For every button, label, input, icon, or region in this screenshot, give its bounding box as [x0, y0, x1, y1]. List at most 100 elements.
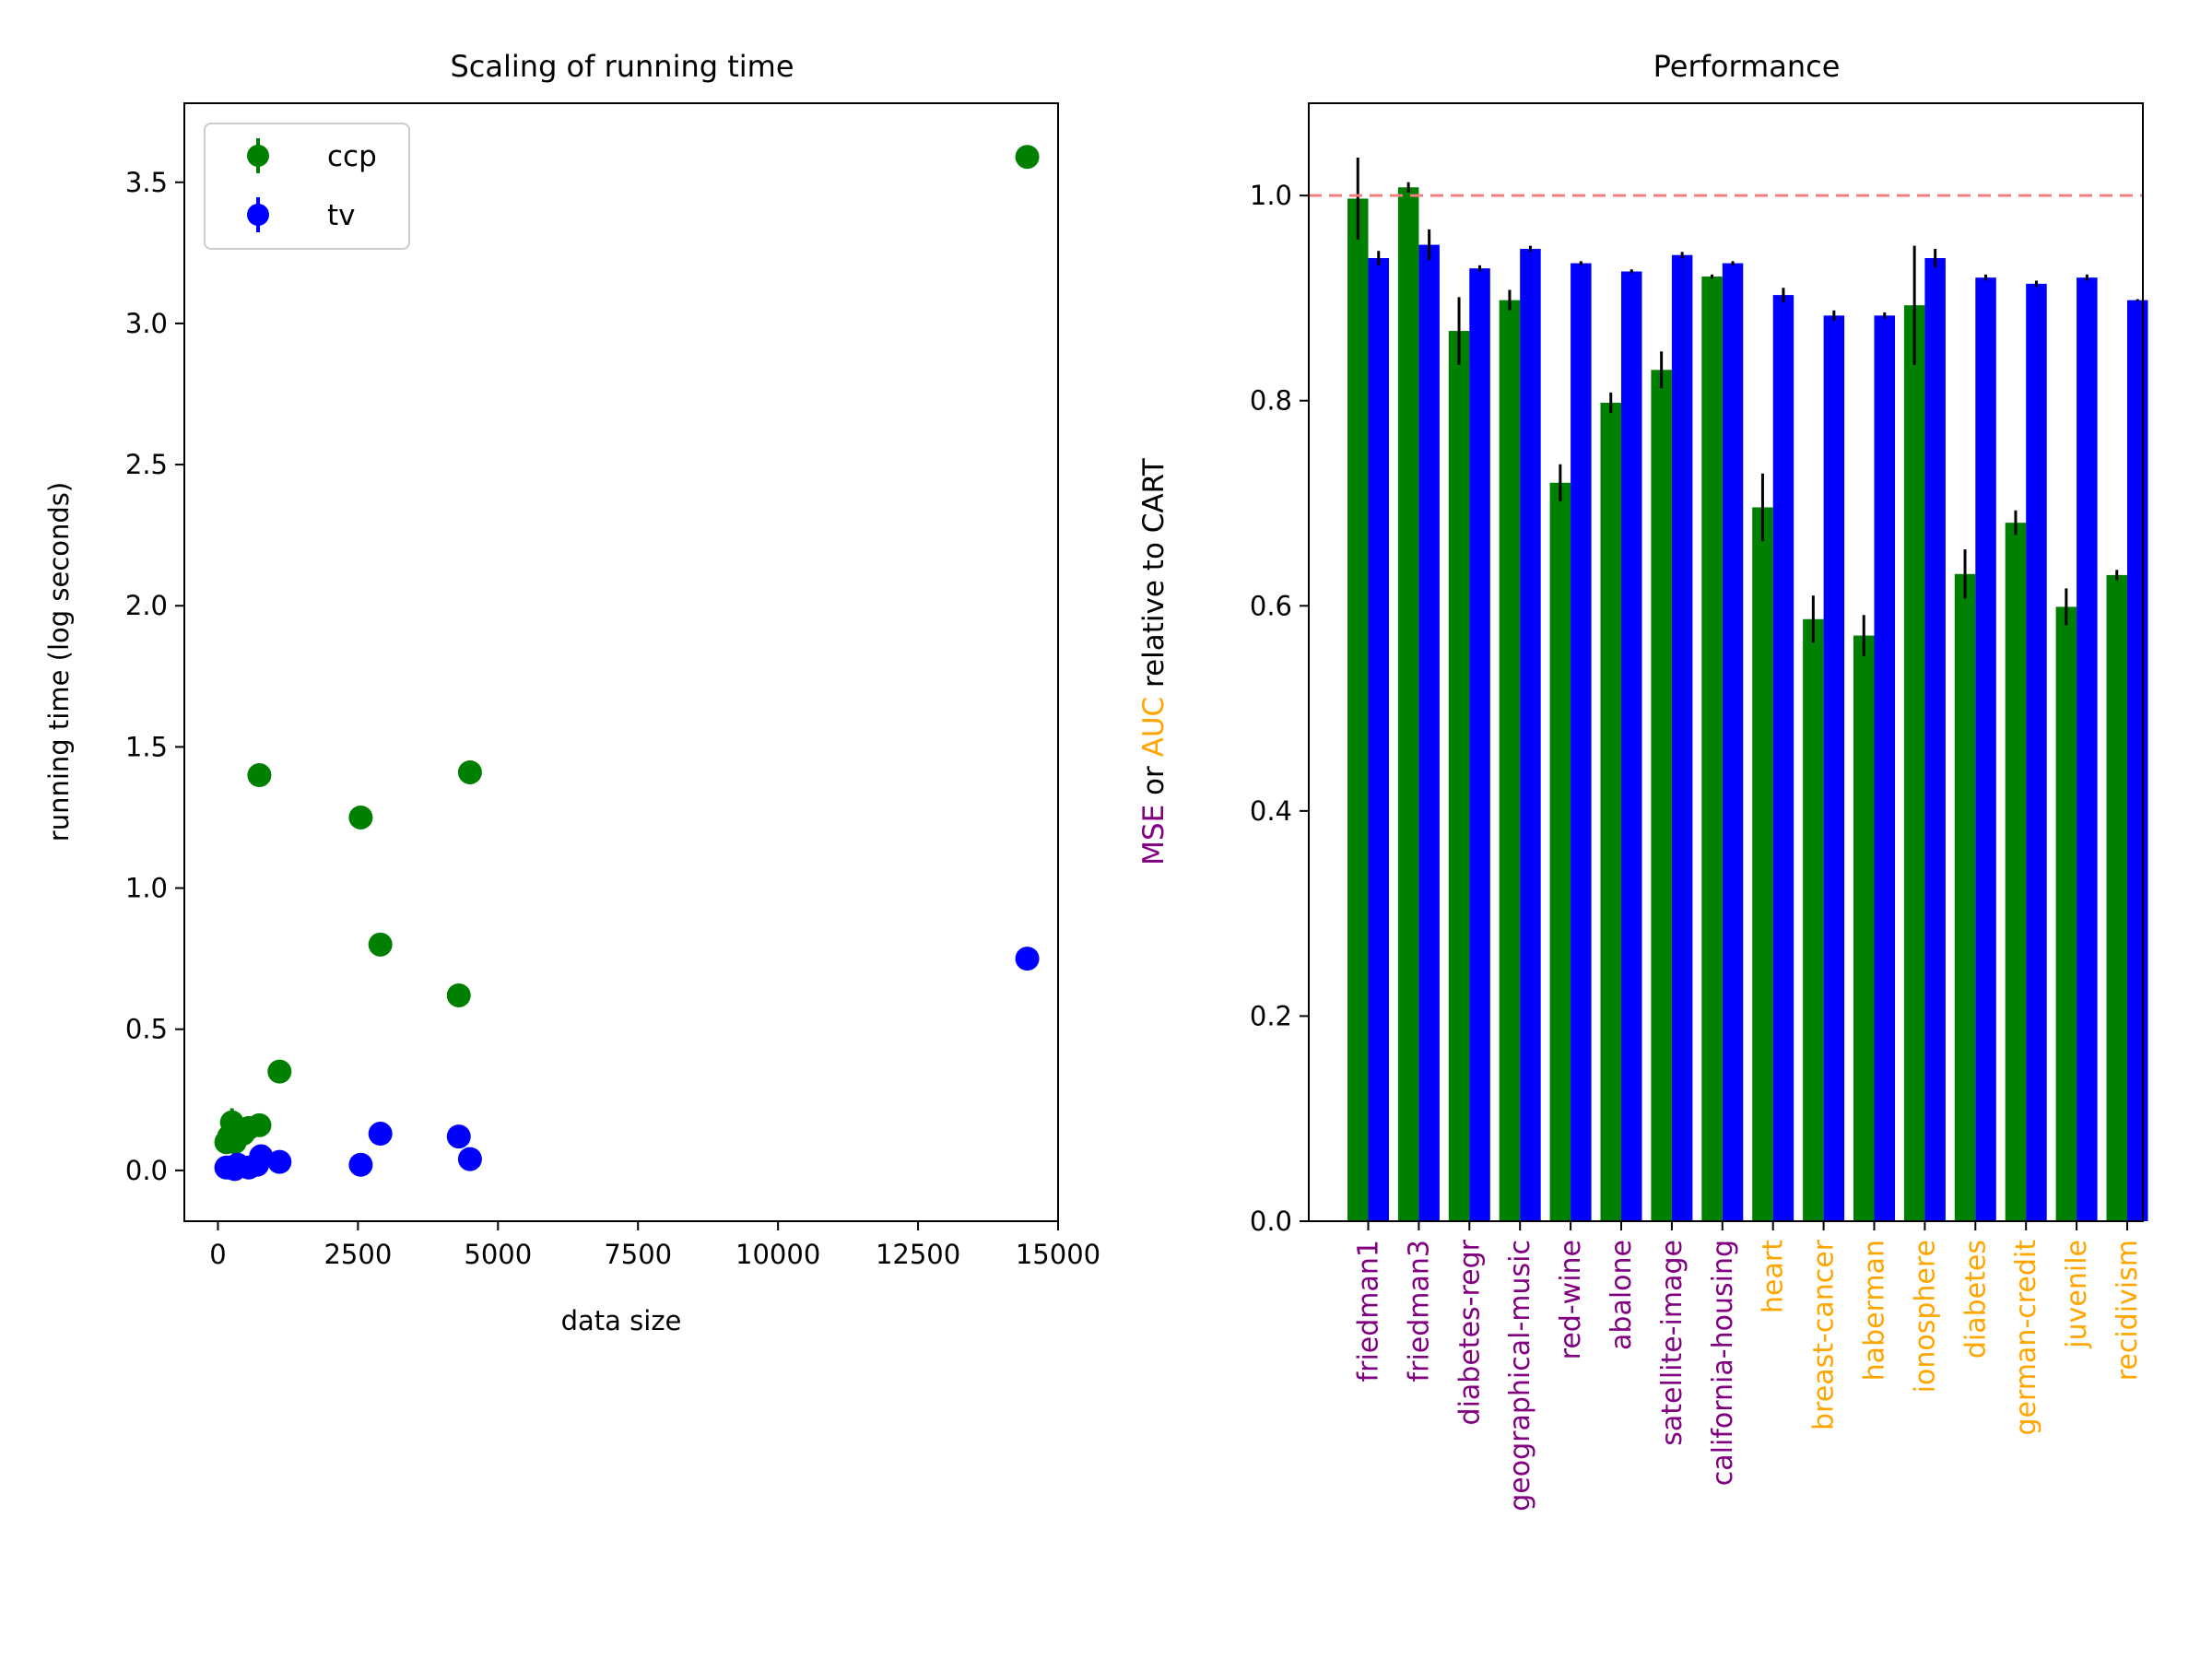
category-label-heart: heart: [1758, 1240, 1790, 1313]
bar-ccp-friedman1: [1347, 198, 1369, 1221]
category-label-california-housing: california-housing: [1707, 1240, 1739, 1486]
left-y-tick-label: 1.0: [125, 873, 168, 904]
bar-tv-friedman1: [1368, 258, 1389, 1222]
bar-tv-red-wine: [1571, 263, 1592, 1222]
right-y-tick-label: 1.0: [1250, 180, 1292, 211]
legend-tv-marker: [247, 204, 269, 226]
right-y-tick-label: 0.0: [1250, 1206, 1292, 1237]
left-point-tv: [457, 1147, 482, 1171]
left-x-tick-label: 2500: [324, 1239, 392, 1270]
bar-ccp-haberman: [1853, 635, 1875, 1221]
left-axis-ticks: 0 2500 5000 7500 10000 12500 15000 0.0 0.5 1.0 1.5…: [125, 167, 1100, 1270]
category-label-friedman3: friedman3: [1403, 1240, 1435, 1382]
category-label-german-credit: german-credit: [2010, 1240, 2042, 1436]
bar-ccp-german-credit: [2005, 523, 2027, 1221]
left-x-axis-label: data size: [561, 1305, 682, 1336]
bar-tv-ionosphere: [1924, 258, 1946, 1222]
category-label-breast-cancer: breast-cancer: [1808, 1239, 1841, 1430]
left-x-tick-label: 12500: [876, 1239, 960, 1270]
bar-ccp-juvenile: [2055, 606, 2077, 1221]
bar-tv-juvenile: [2077, 277, 2098, 1221]
ylabel-or: or: [1137, 757, 1171, 804]
left-point-ccp: [247, 1112, 272, 1137]
left-point-tv: [446, 1124, 471, 1149]
left-y-tick-label: 3.5: [125, 167, 168, 198]
left-point-ccp: [247, 763, 272, 788]
left-plot-frame: [183, 102, 1059, 1222]
legend-box: [204, 123, 410, 250]
category-label-juvenile: juvenile: [2061, 1240, 2093, 1349]
right-y-axis-label: MSE or AUC relative to CART: [1137, 457, 1171, 865]
left-point-ccp: [1015, 145, 1040, 170]
left-point-tv: [368, 1122, 393, 1147]
left-chart-title: Scaling of running time: [450, 49, 794, 84]
left-y-tick-label: 3.0: [125, 308, 168, 339]
bar-ccp-california-housing: [1701, 276, 1723, 1221]
category-label-friedman1: friedman1: [1353, 1240, 1385, 1382]
bar-ccp-breast-cancer: [1803, 618, 1824, 1221]
left-y-tick-label: 0.5: [125, 1014, 168, 1045]
bar-tv-abalone: [1621, 271, 1642, 1222]
bar-ccp-friedman3: [1397, 187, 1419, 1222]
right-y-tick-label: 0.8: [1250, 385, 1292, 417]
bar-tv-heart: [1772, 295, 1794, 1222]
left-point-tv: [267, 1149, 292, 1174]
left-point-ccp: [446, 982, 471, 1007]
left-legend: ccp tv: [204, 123, 410, 250]
bar-tv-german-credit: [2026, 283, 2047, 1221]
running-time-scatter-chart: Scaling of running time 0 2500 5000 7500 100…: [43, 49, 1100, 1336]
bar-ccp-ionosphere: [1903, 305, 1925, 1221]
legend-ccp-label: ccp: [327, 140, 377, 173]
left-point-ccp: [267, 1059, 292, 1084]
bar-ccp-red-wine: [1549, 482, 1571, 1221]
ylabel-mse: MSE: [1137, 805, 1171, 865]
bar-ccp-geographical-music: [1499, 300, 1521, 1222]
bar-tv-breast-cancer: [1823, 315, 1845, 1221]
left-data-points: [214, 145, 1040, 1182]
right-y-tick-label: 0.4: [1250, 795, 1292, 827]
legend-ccp-marker: [247, 145, 269, 167]
ylabel-relative: relative to CART: [1137, 457, 1171, 697]
right-category-labels: friedman1 friedman3 diabetes-regr geographi…: [1353, 1239, 2145, 1511]
left-point-tv: [249, 1144, 274, 1169]
right-axis-ticks: 0.0 0.2 0.4 0.6 0.8 1.0: [1250, 180, 2128, 1237]
category-label-geographical-music: geographical-music: [1504, 1240, 1536, 1512]
bar-tv-friedman3: [1418, 244, 1440, 1221]
bar-tv-recidivism: [2127, 300, 2148, 1222]
bar-tv-diabetes: [1975, 277, 1996, 1221]
bar-ccp-diabetes-regr: [1448, 331, 1470, 1221]
left-x-tick-label: 5000: [464, 1239, 532, 1270]
left-y-axis-label: running time (log seconds): [43, 482, 75, 841]
left-x-tick-label: 15000: [1016, 1239, 1100, 1270]
bar-tv-diabetes-regr: [1469, 268, 1490, 1222]
bar-tv-geographical-music: [1520, 249, 1541, 1221]
performance-bar-chart: Performance 0.0 0.2 0.4 0.6 0.8 1.0 friedman1…: [1137, 49, 2148, 1512]
legend-tv-label: tv: [327, 199, 356, 232]
category-label-diabetes-regr: diabetes-regr: [1453, 1239, 1486, 1425]
category-label-satellite-image: satellite-image: [1656, 1240, 1688, 1446]
bar-ccp-satellite-image: [1651, 370, 1672, 1221]
bar-tv-satellite-image: [1671, 254, 1693, 1221]
left-point-ccp: [368, 932, 393, 957]
ylabel-auc: AUC: [1137, 697, 1171, 758]
category-label-diabetes: diabetes: [1959, 1240, 1992, 1359]
right-chart-title: Performance: [1653, 49, 1841, 84]
left-y-tick-label: 0.0: [125, 1155, 168, 1186]
right-bars: [1347, 187, 2148, 1222]
bar-ccp-recidivism: [2106, 574, 2127, 1221]
bar-ccp-heart: [1752, 507, 1773, 1221]
right-error-bars: [1356, 157, 2139, 656]
category-label-haberman: haberman: [1859, 1240, 1891, 1381]
left-point-tv: [1015, 947, 1040, 971]
right-plot-frame: [1308, 102, 2144, 1222]
left-y-tick-label: 2.0: [125, 590, 168, 621]
left-x-tick-label: 7500: [604, 1239, 672, 1270]
bar-ccp-diabetes: [1954, 573, 1976, 1221]
category-label-ionosphere: ionosphere: [1909, 1240, 1941, 1393]
bar-ccp-abalone: [1600, 402, 1621, 1222]
left-y-tick-label: 1.5: [125, 731, 168, 762]
left-point-tv: [348, 1152, 373, 1177]
bar-tv-california-housing: [1722, 263, 1744, 1222]
bar-tv-haberman: [1874, 315, 1895, 1221]
